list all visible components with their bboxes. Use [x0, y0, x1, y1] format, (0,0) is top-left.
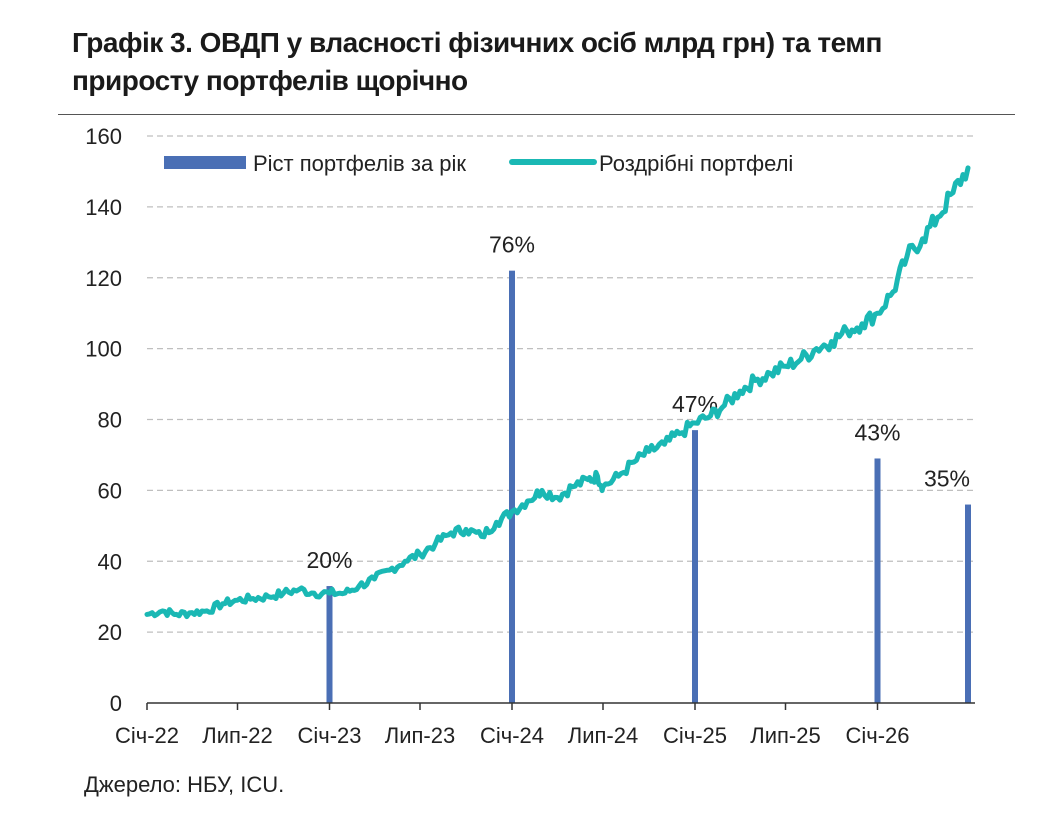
line-retail-portfolios: [144, 165, 971, 620]
bar-3: [874, 458, 881, 703]
bar-1: [509, 270, 515, 703]
x-tick-label-3: Лип-23: [385, 723, 455, 748]
chart-title: Графік 3. ОВДП у власності фізичних осіб…: [72, 27, 882, 96]
y-axis: 0 20 40 60 80 100 120 140 160: [85, 124, 122, 716]
line-series: [144, 165, 971, 620]
bar-4: [965, 504, 971, 703]
legend-label-line: Роздрібні портфелі: [599, 151, 793, 176]
bar-0: [326, 586, 333, 703]
x-tick-label-1: Лип-22: [202, 723, 272, 748]
x-tick-label-5: Лип-24: [568, 723, 638, 748]
y-tick-label-60: 60: [98, 478, 122, 503]
bar-labels: 20%76%47%43%35%: [306, 232, 970, 573]
y-tick-label-140: 140: [85, 195, 122, 220]
x-tick-label-0: Січ-22: [115, 723, 179, 748]
bar-2: [692, 430, 698, 703]
y-tick-label-0: 0: [110, 691, 122, 716]
y-tick-label-120: 120: [85, 266, 122, 291]
bar-label-3: 43%: [854, 419, 900, 445]
y-tick-label-20: 20: [98, 620, 122, 645]
y-tick-label-100: 100: [85, 337, 122, 362]
x-axis: Січ-22 Лип-22 Січ-23 Лип-23 Січ-24 Лип-24 Січ-…: [115, 702, 975, 748]
x-tick-label-6: Січ-25: [663, 723, 727, 748]
bar-label-4: 35%: [924, 466, 970, 492]
bar-label-1: 76%: [489, 232, 535, 258]
title-divider: [58, 114, 1015, 115]
legend-swatch-bars: [164, 156, 246, 169]
y-tick-label-160: 160: [85, 124, 122, 149]
y-tick-label-40: 40: [98, 549, 122, 574]
legend-label-bars: Ріст портфелів за рік: [253, 151, 466, 176]
x-tick-label-8: Січ-26: [845, 723, 909, 748]
gridlines: [147, 135, 975, 633]
x-tick-label-7: Лип-25: [750, 723, 820, 748]
source-note: Джерело: НБУ, ICU.: [84, 772, 285, 797]
x-tick-label-4: Січ-24: [480, 723, 544, 748]
bar-series: [326, 270, 971, 703]
y-tick-label-80: 80: [98, 408, 122, 433]
legend: Ріст портфелів за рік Роздрібні портфелі: [164, 151, 793, 176]
x-tick-label-2: Січ-23: [297, 723, 361, 748]
bar-label-0: 20%: [306, 547, 352, 573]
